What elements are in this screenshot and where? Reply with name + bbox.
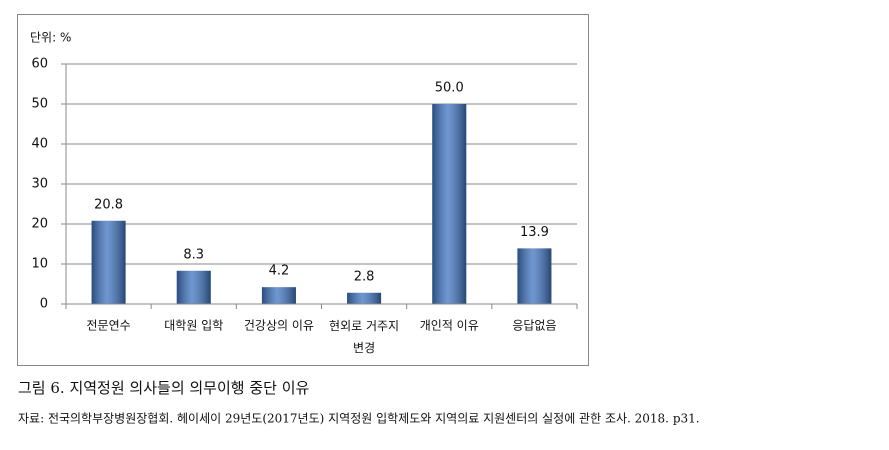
bar-shade [176,270,211,304]
value-label: 8.3 [183,247,204,262]
bar-shade [432,104,467,304]
y-tick-label: 20 [31,217,48,232]
value-label: 20.8 [94,197,123,212]
y-tick-label: 0 [40,297,48,312]
y-tick-label: 10 [31,257,48,272]
bar-shade [517,248,552,304]
bar-shade [347,292,382,304]
x-tick-label: 응답없음 [512,319,556,333]
bar-shade [91,220,126,304]
x-tick-label: 대학원 입학 [164,319,223,333]
unit-label: 단위: % [30,31,71,45]
value-label: 2.8 [354,269,375,284]
y-tick-label: 60 [31,57,48,72]
value-label: 50.0 [435,81,464,96]
y-tick-label: 30 [31,177,48,192]
y-tick-label: 50 [31,97,48,112]
value-label: 4.2 [269,264,290,279]
value-label: 13.9 [520,225,549,240]
x-tick-label: 개인적 이유 [420,319,479,333]
x-tick-label: 건강상의 이유 [244,319,314,333]
figure-caption: 그림 6. 지역정원 의사들의 의무이행 중단 이유 [18,379,310,397]
y-tick-label: 40 [31,137,48,152]
x-tick-label: 전문연수 [86,319,130,333]
source-note: 자료: 전국의학부장병원장협회. 헤이세이 29년도(2017년도) 지역정원 … [18,412,700,426]
chart-frame [17,14,589,366]
x-tick-label: 현외로 거주지 변경 [329,319,399,355]
bar-shade [261,287,296,304]
